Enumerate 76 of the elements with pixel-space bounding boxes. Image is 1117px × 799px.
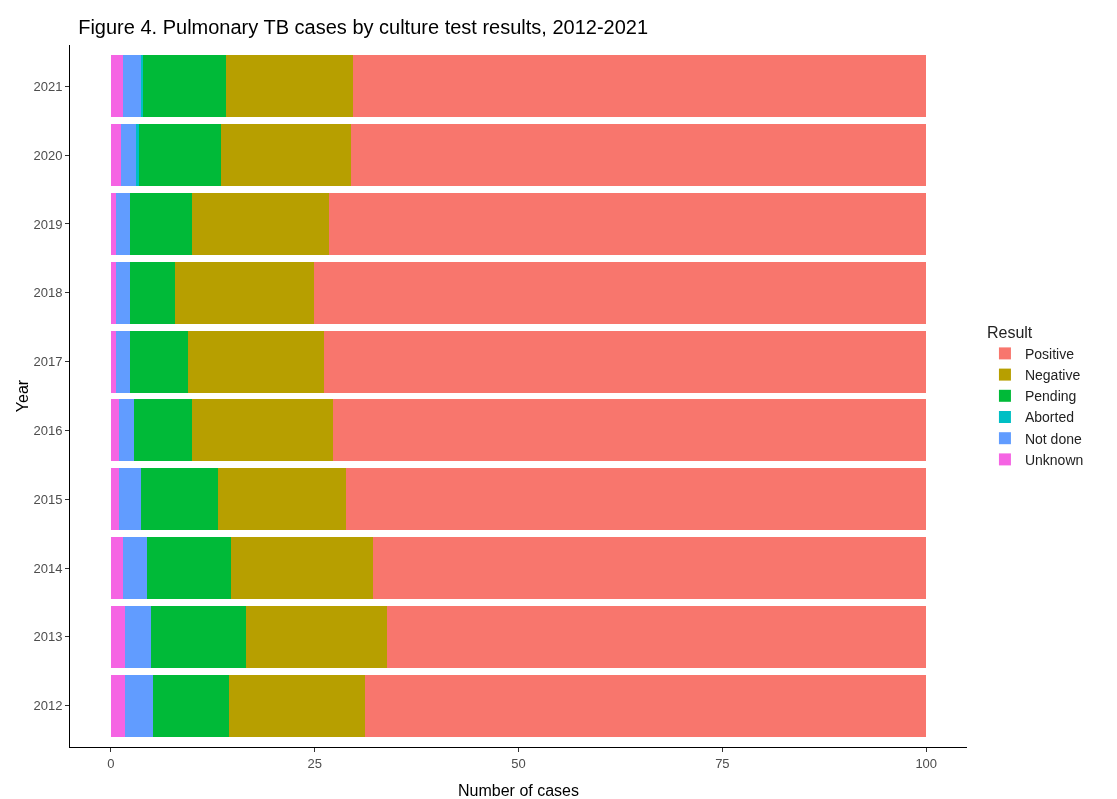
bar xyxy=(121,124,137,187)
y-tick-label: 2012 xyxy=(33,698,63,714)
y-axis-title: Year xyxy=(14,379,31,413)
y-tick-label: 2018 xyxy=(33,285,63,301)
bar xyxy=(150,605,247,668)
bar xyxy=(110,399,119,462)
y-tick-label: 2016 xyxy=(33,422,63,438)
y-tick-label: 2020 xyxy=(33,147,63,163)
y-tick-label: 2021 xyxy=(33,78,63,94)
bar xyxy=(118,399,134,462)
bar xyxy=(372,537,927,600)
bar xyxy=(110,537,123,600)
y-tick-label: 2019 xyxy=(33,216,63,232)
bar xyxy=(146,537,232,600)
bar xyxy=(115,192,131,255)
bar xyxy=(110,674,125,737)
bar xyxy=(110,261,116,324)
bar xyxy=(139,124,221,187)
legend-label: Unknown xyxy=(1024,451,1084,468)
bar xyxy=(365,674,927,737)
bar xyxy=(110,192,116,255)
legend-label: Aborted xyxy=(1024,409,1074,426)
bar xyxy=(142,55,226,118)
x-tick-label: 0 xyxy=(107,755,115,771)
bar xyxy=(110,55,123,118)
bar xyxy=(133,399,192,462)
bar xyxy=(313,261,927,324)
bar xyxy=(136,124,140,187)
bar xyxy=(188,330,325,393)
x-tick-label: 100 xyxy=(915,755,938,771)
bar xyxy=(231,537,373,600)
bar xyxy=(110,468,119,531)
bar xyxy=(217,468,346,531)
bar xyxy=(124,674,154,737)
bar xyxy=(191,399,334,462)
legend-title: Result xyxy=(986,323,1033,341)
bar xyxy=(115,261,131,324)
bar xyxy=(140,468,218,531)
bar xyxy=(110,605,125,668)
bar xyxy=(229,674,366,737)
bar xyxy=(124,605,151,668)
bar xyxy=(352,55,927,118)
x-tick-label: 50 xyxy=(511,755,526,771)
x-tick-label: 75 xyxy=(715,755,730,771)
bar xyxy=(333,399,927,462)
x-tick-label: 25 xyxy=(307,755,322,771)
x-axis-title: Number of cases xyxy=(458,782,579,799)
legend-label: Positive xyxy=(1024,345,1075,362)
y-tick-label: 2014 xyxy=(33,560,63,576)
bar xyxy=(110,124,122,187)
bar xyxy=(220,124,352,187)
bar xyxy=(123,537,147,600)
legend-label: Negative xyxy=(1024,367,1081,384)
bar xyxy=(351,124,927,187)
bar xyxy=(225,55,353,118)
bar xyxy=(328,192,927,255)
y-tick-label: 2015 xyxy=(33,491,63,507)
bar xyxy=(153,674,230,737)
legend-label: Pending xyxy=(1024,388,1077,405)
chart-title: Figure 4. Pulmonary TB cases by culture test results, 2012-2021 xyxy=(78,15,649,38)
bar xyxy=(110,330,116,393)
bar xyxy=(130,330,189,393)
bar xyxy=(123,55,142,118)
y-tick-label: 2017 xyxy=(33,354,63,370)
y-tick-label: 2013 xyxy=(33,629,63,645)
bar xyxy=(130,192,193,255)
bar xyxy=(345,468,927,531)
bar xyxy=(115,330,131,393)
bar xyxy=(246,605,388,668)
bar xyxy=(324,330,927,393)
bar xyxy=(118,468,141,531)
bar xyxy=(192,192,329,255)
bar xyxy=(175,261,314,324)
bar xyxy=(130,261,176,324)
legend-label: Not done xyxy=(1024,430,1082,447)
bar xyxy=(387,605,927,668)
